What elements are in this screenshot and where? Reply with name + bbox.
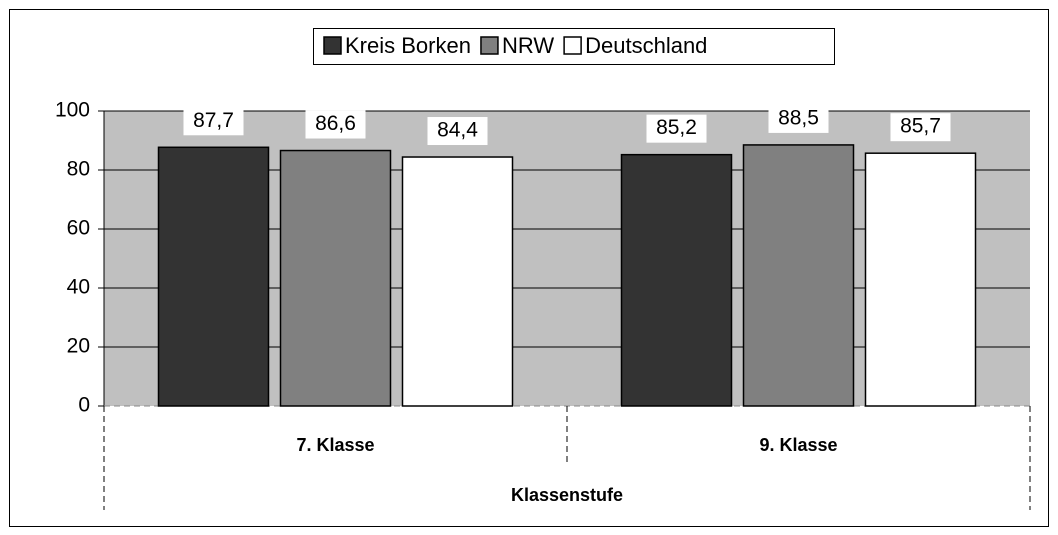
value-label-box	[768, 104, 829, 133]
y-tick-label: 0	[78, 394, 90, 417]
value-label: 87,7	[193, 109, 234, 132]
value-label-box	[646, 114, 707, 143]
value-label-box	[427, 117, 488, 146]
x-tick-label: 7. Klasse	[296, 435, 374, 455]
bar	[279, 149, 392, 407]
y-tick-label: 60	[67, 217, 90, 240]
bar	[157, 146, 270, 407]
value-label: 85,7	[900, 115, 941, 138]
value-label: 85,2	[656, 116, 697, 139]
y-tick-label: 80	[67, 158, 90, 181]
legend-swatch	[563, 36, 582, 55]
value-label-box	[305, 110, 366, 139]
x-tick-label: 9. Klasse	[759, 435, 837, 455]
value-label: 84,4	[437, 119, 478, 142]
value-label: 86,6	[315, 112, 356, 135]
value-label-box	[183, 107, 244, 136]
legend-label: Deutschland	[585, 33, 707, 58]
x-axis-title: Klassenstufe	[511, 485, 623, 505]
legend-label: NRW	[502, 33, 554, 58]
bar	[742, 144, 855, 407]
legend-swatch	[323, 36, 342, 55]
legend-label: Kreis Borken	[345, 33, 471, 58]
bar	[620, 153, 733, 407]
value-label-box	[890, 113, 951, 142]
y-tick-label: 20	[67, 335, 90, 358]
value-label: 88,5	[778, 106, 819, 129]
legend-swatch	[480, 36, 499, 55]
bar	[864, 152, 977, 407]
y-tick-label: 40	[67, 276, 90, 299]
y-tick-label: 100	[55, 99, 90, 122]
bar	[401, 156, 514, 407]
